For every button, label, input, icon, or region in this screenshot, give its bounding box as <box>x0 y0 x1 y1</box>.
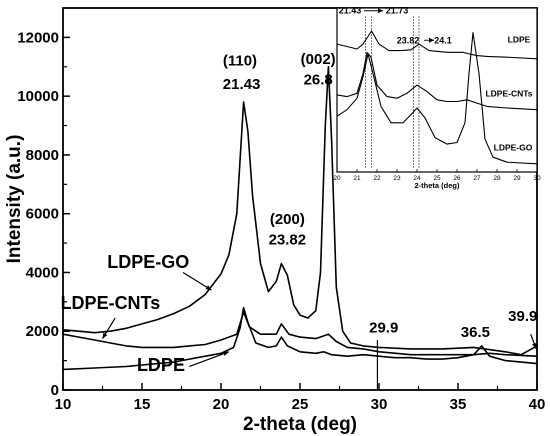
peak-annotation: (002) <box>301 51 336 68</box>
main-plot: 10 15 20 25 30 35 40 0 2000 4000 6000 8000 10000 1200… <box>4 7 546 435</box>
y-axis-title: Intensity (a.u.) <box>4 135 25 264</box>
inset-shift-arrowhead <box>429 37 434 43</box>
inset-frame <box>336 7 538 173</box>
inset-x-tick-label: 29 <box>513 175 521 182</box>
inset-x-tick-label: 26 <box>453 175 461 182</box>
series-line-ldpe-go <box>62 66 538 356</box>
inset-shift-annotation: 23.82 <box>397 35 420 45</box>
inset-x-tick-label: 23 <box>393 175 401 182</box>
label-pointer-arrowhead <box>102 332 108 339</box>
y-tick-label: 8000 <box>26 147 59 164</box>
y-tick-label: 4000 <box>26 264 59 281</box>
x-tick-label: 30 <box>371 396 388 413</box>
inset-shift-annotation: 21.43 <box>339 6 362 16</box>
x-tick-label: 10 <box>55 396 72 413</box>
y-tick-label: 12000 <box>17 29 59 46</box>
series-label-ldpe: LDPE <box>137 355 185 375</box>
y-tick-label: 6000 <box>26 206 59 223</box>
x-tick-label: 25 <box>292 396 309 413</box>
series-line-ldpe-cnts <box>62 311 538 357</box>
inset-x-tick-label: 22 <box>373 175 381 182</box>
inset-series-line-ldpe-cnts <box>336 51 538 111</box>
peak-annotation: 26.8 <box>304 71 333 88</box>
peak-annotation: 23.82 <box>269 232 307 249</box>
x-axis-title: 2-theta (deg) <box>243 414 357 435</box>
inset-x-tick-label: 25 <box>433 175 441 182</box>
series-label-ldpe-go: LDPE-GO <box>107 252 189 272</box>
inset-x-tick-label: 30 <box>533 175 541 182</box>
y-tick-label: 10000 <box>17 88 59 105</box>
peak-annotation: 36.5 <box>461 324 490 341</box>
x-tick-label: 40 <box>529 396 546 413</box>
inset-series-line-ldpe-go <box>336 32 538 165</box>
inset-shift-arrowhead <box>378 8 383 14</box>
inset-x-tick-label: 27 <box>473 175 481 182</box>
inset-x-tick-label: 24 <box>413 175 421 182</box>
y-tick-label: 2000 <box>26 323 59 340</box>
y-tick-label: 0 <box>51 382 59 399</box>
inset-x-axis-title: 2-theta (deg) <box>415 181 461 190</box>
label-pointer-line <box>182 271 212 291</box>
x-tick-label: 35 <box>450 396 467 413</box>
series-line-ldpe <box>62 306 538 371</box>
peak-annotation: 39.9 <box>508 308 537 325</box>
inset-x-tick-label: 21 <box>353 175 361 182</box>
label-pointer-arrowhead <box>205 285 212 291</box>
label-pointer-line <box>189 351 230 368</box>
x-tick-label: 15 <box>134 396 151 413</box>
inset-x-tick-label: 28 <box>493 175 501 182</box>
peak-annotation: 21.43 <box>223 76 261 93</box>
series-label-ldpe-cnts: LDPE-CNTs <box>61 293 161 313</box>
label-pointer-arrowhead <box>532 342 537 349</box>
label-pointer-arrowhead <box>222 351 229 356</box>
inset-shift-annotation: 24.1 <box>434 35 452 45</box>
inset-series-label-ldpe-cnts: LDPE-CNTs <box>485 89 532 99</box>
inset-x-tick-label: 20 <box>333 175 341 182</box>
inset-shift-annotation: 21.73 <box>386 6 409 16</box>
inset-series-line-ldpe <box>336 30 538 60</box>
inset-series-label-ldpe: LDPE <box>508 34 531 44</box>
peak-annotation: (200) <box>270 211 305 228</box>
inset-series-label-ldpe-go: LDPE-GO <box>494 143 533 153</box>
peak-annotation: (110) <box>223 52 257 69</box>
peak-annotation: 29.9 <box>369 320 398 337</box>
inset-plot: 20 21 22 23 24 25 26 27 28 29 30 2-theta (deg) 21.43… <box>333 6 541 190</box>
x-tick-label: 20 <box>213 396 230 413</box>
